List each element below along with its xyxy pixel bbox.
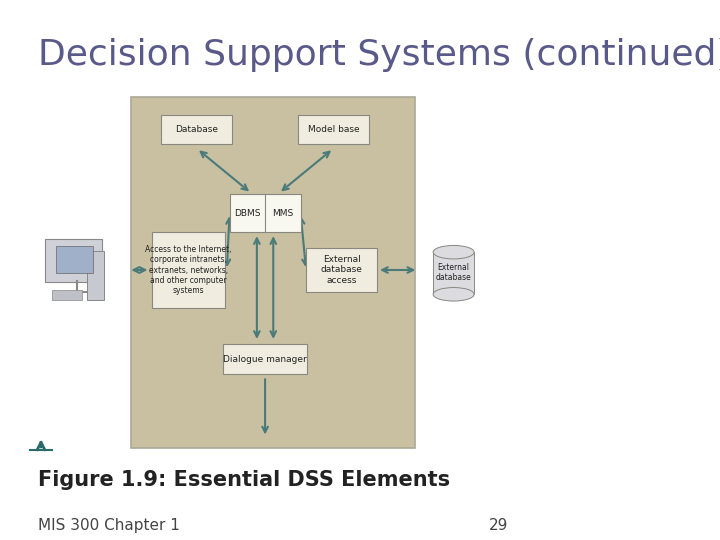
FancyBboxPatch shape bbox=[131, 97, 415, 448]
Text: Model base: Model base bbox=[307, 125, 359, 134]
Text: DBMS: DBMS bbox=[234, 209, 261, 218]
Text: MIS 300 Chapter 1: MIS 300 Chapter 1 bbox=[38, 518, 180, 534]
FancyBboxPatch shape bbox=[55, 246, 93, 273]
Text: External
database: External database bbox=[436, 263, 472, 282]
Text: Figure 1.9: Essential DSS Elements: Figure 1.9: Essential DSS Elements bbox=[38, 470, 451, 490]
FancyBboxPatch shape bbox=[87, 251, 104, 300]
FancyBboxPatch shape bbox=[52, 290, 82, 300]
FancyBboxPatch shape bbox=[433, 252, 474, 294]
FancyBboxPatch shape bbox=[306, 248, 377, 292]
Text: Database: Database bbox=[175, 125, 218, 134]
Text: External
database
access: External database access bbox=[320, 255, 363, 285]
FancyBboxPatch shape bbox=[222, 345, 307, 374]
Ellipse shape bbox=[433, 245, 474, 259]
FancyBboxPatch shape bbox=[230, 194, 301, 232]
Text: Dialogue manager: Dialogue manager bbox=[223, 355, 307, 363]
FancyBboxPatch shape bbox=[161, 114, 233, 144]
Text: Access to the Internet,
corporate intranets,
extranets, networks,
and other comp: Access to the Internet, corporate intran… bbox=[145, 245, 232, 295]
Text: Decision Support Systems (continued): Decision Support Systems (continued) bbox=[38, 38, 720, 72]
FancyBboxPatch shape bbox=[298, 114, 369, 144]
FancyBboxPatch shape bbox=[45, 239, 102, 282]
FancyBboxPatch shape bbox=[152, 232, 225, 308]
Text: 29: 29 bbox=[489, 518, 508, 534]
Text: MMS: MMS bbox=[272, 209, 294, 218]
Ellipse shape bbox=[433, 287, 474, 301]
